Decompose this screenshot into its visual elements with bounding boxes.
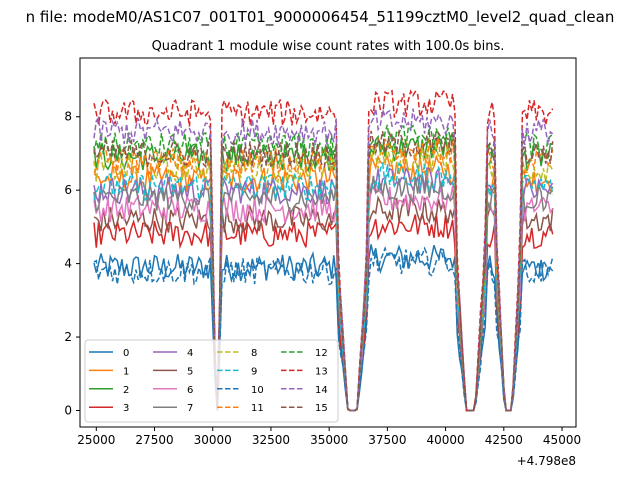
y-tick-label: 0 [64,403,72,417]
legend-label-15: 15 [315,403,328,414]
series-line-10 [93,245,554,412]
figure-suptitle: n file: modeM0/AS1C07_001T01_9000006454_… [26,8,615,27]
legend-label-8: 8 [251,348,257,359]
legend-label-10: 10 [251,385,264,396]
legend-label-9: 9 [251,366,257,377]
legend-label-3: 3 [123,403,129,414]
chart-title: Quadrant 1 module wise count rates with … [152,39,505,54]
axes-frame [79,57,577,428]
x-axis: 25000 27500 30000 32500 35000 37500 40000 42500… [77,427,581,447]
legend-label-13: 13 [315,366,328,377]
x-tick-label: 27500 [135,433,173,447]
y-tick-label: 6 [64,183,72,197]
x-tick-label: 45000 [543,433,581,447]
legend-label-11: 11 [251,403,264,414]
legend-label-5: 5 [187,366,193,377]
x-tick-label: 37500 [368,433,406,447]
legend-label-0: 0 [123,348,129,359]
x-tick-label: 42500 [485,433,523,447]
y-tick-label: 2 [64,330,72,344]
series-line-8 [93,144,554,412]
x-offset-label: +4.798e8 [517,454,576,468]
series-line-13 [93,88,554,412]
legend-label-2: 2 [123,385,129,396]
legend-label-12: 12 [315,348,328,359]
x-tick-label: 32500 [252,433,290,447]
x-tick-label: 30000 [194,433,232,447]
legend-box [84,339,339,423]
legend-label-4: 4 [187,348,193,359]
legend-label-7: 7 [187,403,193,414]
x-tick-label: 25000 [77,433,115,447]
y-tick-label: 8 [64,110,72,124]
legend-label-1: 1 [123,366,129,377]
legend-label-14: 14 [315,385,328,396]
y-tick-label: 4 [64,257,72,271]
legend-label-6: 6 [187,385,193,396]
x-tick-label: 40000 [427,433,465,447]
series-line-15 [93,129,554,412]
plot-lines [93,88,554,412]
series-line-9 [93,161,554,412]
y-axis: 0 2 4 6 8 [64,110,80,417]
x-tick-label: 35000 [310,433,348,447]
